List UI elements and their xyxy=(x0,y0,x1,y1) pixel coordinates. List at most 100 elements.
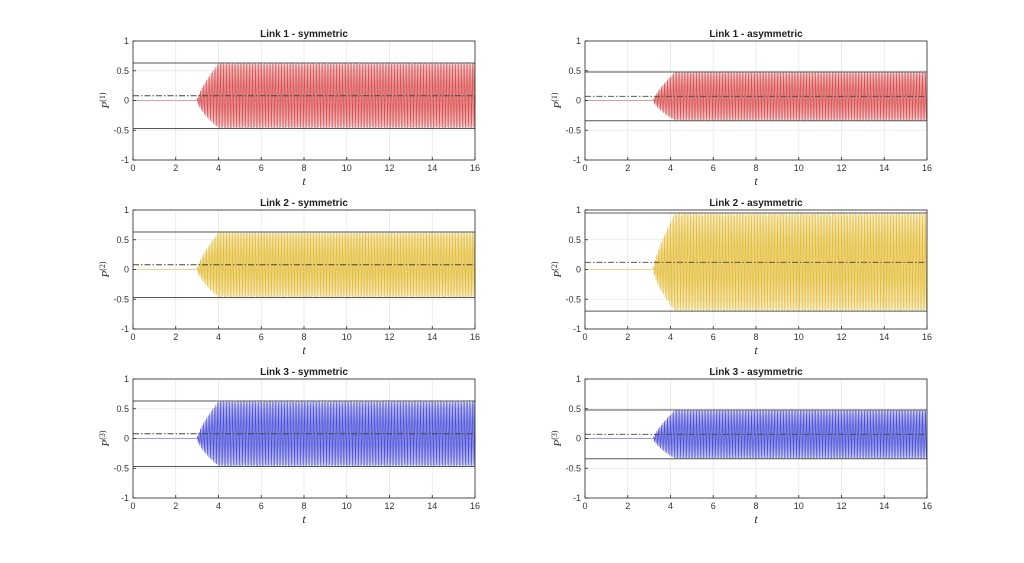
x-tick-label-6: 12 xyxy=(384,501,394,511)
y-tick-label-0: -1 xyxy=(573,324,581,334)
x-axis-label: t xyxy=(302,174,306,188)
x-tick-label-1: 2 xyxy=(625,332,630,342)
signal-line xyxy=(133,63,476,129)
subplot-title: Link 3 - asymmetric xyxy=(709,367,803,378)
y-tick-label-2: 0 xyxy=(576,265,581,275)
x-tick-label-3: 6 xyxy=(711,163,716,173)
y-tick-label-2: 0 xyxy=(576,96,581,106)
y-axis-label: P(2) xyxy=(550,261,564,278)
x-tick-label-8: 16 xyxy=(922,163,932,173)
y-axis-label: P(1) xyxy=(550,92,564,109)
y-tick-label-4: 1 xyxy=(576,36,581,46)
x-tick-label-1: 2 xyxy=(625,163,630,173)
subplot-title: Link 3 - symmetric xyxy=(260,367,348,378)
x-tick-label-7: 14 xyxy=(879,163,889,173)
signal-line xyxy=(133,232,476,298)
x-tick-label-1: 2 xyxy=(173,163,178,173)
subplot-4: 0 2 4 6 8 10 12 14 16 -1 -0.5 0 0.5 1 Link 2 - asymmet… xyxy=(550,198,932,357)
x-tick-label-3: 6 xyxy=(259,163,264,173)
x-tick-label-0: 0 xyxy=(582,501,587,511)
y-tick-label-4: 1 xyxy=(124,36,129,46)
signal-line xyxy=(585,71,928,121)
signal-line xyxy=(133,401,476,467)
x-tick-label-8: 16 xyxy=(922,332,932,342)
y-axis-label: P(2) xyxy=(98,261,112,278)
y-tick-label-0: -1 xyxy=(121,155,129,165)
x-tick-label-1: 2 xyxy=(173,332,178,342)
x-tick-label-7: 14 xyxy=(427,332,437,342)
x-tick-label-5: 10 xyxy=(794,163,804,173)
x-axis-label: t xyxy=(754,174,758,188)
x-tick-label-5: 10 xyxy=(342,501,352,511)
subplot-5: 0 2 4 6 8 10 12 14 16 -1 -0.5 0 0.5 1 Link 3 - symmetr… xyxy=(98,367,480,526)
subplot-6: 0 2 4 6 8 10 12 14 16 -1 -0.5 0 0.5 1 Link 3 - asymmet… xyxy=(550,367,932,526)
x-tick-label-1: 2 xyxy=(625,501,630,511)
y-tick-label-3: 0.5 xyxy=(116,235,129,245)
x-tick-label-3: 6 xyxy=(259,332,264,342)
x-tick-label-4: 8 xyxy=(753,163,758,173)
y-tick-label-4: 1 xyxy=(124,374,129,384)
signal-line xyxy=(585,212,928,312)
x-tick-label-0: 0 xyxy=(130,332,135,342)
y-axis-label: P(3) xyxy=(550,430,564,447)
x-axis-label: t xyxy=(302,343,306,357)
signal-line xyxy=(585,409,928,459)
x-tick-label-4: 8 xyxy=(753,501,758,511)
subplot-1: 0 2 4 6 8 10 12 14 16 -1 -0.5 0 0.5 1 Link 1 - symmetr… xyxy=(98,29,480,188)
y-tick-label-1: -0.5 xyxy=(113,125,129,135)
y-tick-label-1: -0.5 xyxy=(113,294,129,304)
y-tick-label-4: 1 xyxy=(124,205,129,215)
y-tick-label-4: 1 xyxy=(576,374,581,384)
x-tick-label-6: 12 xyxy=(836,332,846,342)
x-tick-label-3: 6 xyxy=(711,332,716,342)
x-tick-label-6: 12 xyxy=(384,163,394,173)
x-tick-label-2: 4 xyxy=(216,332,221,342)
y-axis-label: P(1) xyxy=(98,92,112,109)
x-tick-label-4: 8 xyxy=(301,332,306,342)
x-tick-label-2: 4 xyxy=(216,501,221,511)
x-tick-label-2: 4 xyxy=(668,332,673,342)
x-tick-label-5: 10 xyxy=(342,163,352,173)
y-tick-label-3: 0.5 xyxy=(116,404,129,414)
x-tick-label-6: 12 xyxy=(836,501,846,511)
y-axis-label: P(3) xyxy=(98,430,112,447)
x-tick-label-8: 16 xyxy=(470,332,480,342)
x-tick-label-2: 4 xyxy=(668,501,673,511)
y-tick-label-3: 0.5 xyxy=(568,404,581,414)
x-tick-label-4: 8 xyxy=(753,332,758,342)
x-tick-label-7: 14 xyxy=(427,163,437,173)
y-tick-label-0: -1 xyxy=(573,155,581,165)
y-tick-label-3: 0.5 xyxy=(116,66,129,76)
x-axis-label: t xyxy=(754,343,758,357)
x-tick-label-8: 16 xyxy=(470,163,480,173)
y-tick-label-3: 0.5 xyxy=(568,66,581,76)
x-axis-label: t xyxy=(754,512,758,526)
y-tick-label-1: -0.5 xyxy=(565,463,581,473)
y-tick-label-0: -1 xyxy=(121,324,129,334)
x-tick-label-0: 0 xyxy=(130,163,135,173)
x-tick-label-5: 10 xyxy=(342,332,352,342)
y-tick-label-0: -1 xyxy=(121,493,129,503)
x-tick-label-7: 14 xyxy=(879,501,889,511)
subplot-3: 0 2 4 6 8 10 12 14 16 -1 -0.5 0 0.5 1 Link 2 - symmetr… xyxy=(98,198,480,357)
subplot-2: 0 2 4 6 8 10 12 14 16 -1 -0.5 0 0.5 1 Link 1 - asymmet… xyxy=(550,29,932,188)
x-tick-label-0: 0 xyxy=(582,163,587,173)
x-axis-label: t xyxy=(302,512,306,526)
y-tick-label-1: -0.5 xyxy=(113,463,129,473)
x-tick-label-1: 2 xyxy=(173,501,178,511)
x-tick-label-0: 0 xyxy=(130,501,135,511)
x-tick-label-7: 14 xyxy=(879,332,889,342)
subplot-title: Link 2 - asymmetric xyxy=(709,198,803,209)
y-tick-label-2: 0 xyxy=(124,265,129,275)
x-tick-label-3: 6 xyxy=(711,501,716,511)
y-tick-label-1: -0.5 xyxy=(565,125,581,135)
x-tick-label-3: 6 xyxy=(259,501,264,511)
y-tick-label-4: 1 xyxy=(576,205,581,215)
x-tick-label-6: 12 xyxy=(384,332,394,342)
subplot-title: Link 2 - symmetric xyxy=(260,198,348,209)
x-tick-label-6: 12 xyxy=(836,163,846,173)
x-tick-label-7: 14 xyxy=(427,501,437,511)
x-tick-label-2: 4 xyxy=(668,163,673,173)
x-tick-label-4: 8 xyxy=(301,163,306,173)
y-tick-label-2: 0 xyxy=(124,96,129,106)
